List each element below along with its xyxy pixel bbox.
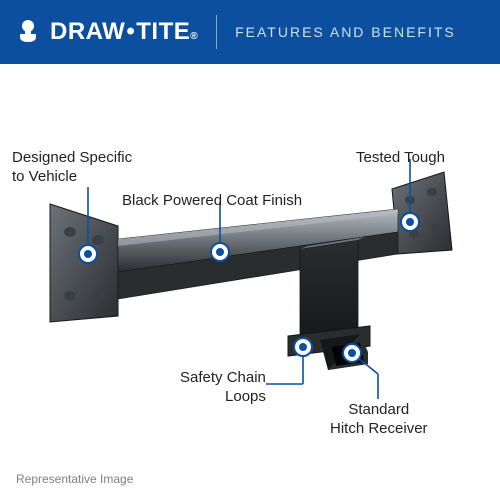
header-divider	[216, 15, 217, 49]
callout-c2: Black Powered Coat Finish	[122, 192, 302, 211]
footer-caption: Representative Image	[16, 472, 133, 486]
header-title: FEATURES AND BENEFITS	[235, 24, 456, 40]
callout-c5: Standard Hitch Receiver	[330, 401, 428, 439]
logo-sep: •	[125, 18, 136, 46]
brand-logo: DRAW•TITE®	[14, 18, 198, 46]
header-bar: DRAW•TITE® FEATURES AND BENEFITS	[0, 0, 500, 64]
logo-word-b: TITE	[136, 18, 190, 46]
callout-c1: Designed Specific to Vehicle	[12, 149, 132, 187]
callout-c3: Tested Tough	[356, 149, 445, 168]
logo-text: DRAW•TITE®	[50, 18, 198, 46]
hitch-ball-icon	[14, 18, 42, 46]
diagram-body: Designed Specific to Vehicle Black Powere…	[0, 64, 500, 500]
callout-c4: Safety Chain Loops	[180, 369, 266, 407]
logo-word-a: DRAW	[50, 18, 125, 46]
infographic-root: DRAW•TITE® FEATURES AND BENEFITS Designe…	[0, 0, 500, 500]
registered-mark: ®	[190, 31, 198, 42]
